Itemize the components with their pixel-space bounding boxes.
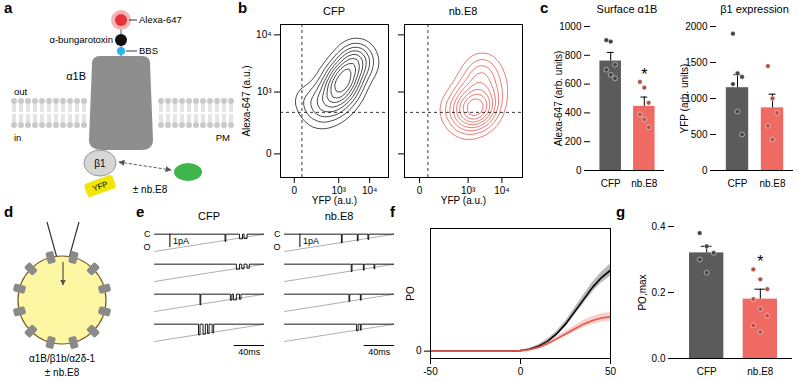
svg-text:Alexa-647 (arb. units): Alexa-647 (arb. units) [553,51,564,147]
svg-text:Alexa-647: Alexa-647 [139,14,182,25]
svg-text:CFP: CFP [728,178,748,189]
svg-text:10⁴: 10⁴ [362,185,377,196]
svg-text:200: 200 [565,136,582,147]
svg-text:0: 0 [702,165,708,176]
svg-text:*: * [757,253,763,270]
svg-text:500: 500 [691,129,708,140]
svg-text:nb.E8: nb.E8 [759,178,786,189]
svg-text:YFP (a.u.): YFP (a.u.) [312,195,357,206]
svg-text:2000: 2000 [685,21,708,32]
svg-text:e: e [136,203,144,220]
svg-text:0: 0 [417,185,423,196]
svg-text:1000: 1000 [559,21,582,32]
svg-text:PO,max: PO,max [637,274,648,310]
svg-text:β1 expression: β1 expression [720,3,789,15]
svg-text:PO: PO [405,286,416,301]
svg-text:0: 0 [576,165,582,176]
svg-text:α-bungarotoxin: α-bungarotoxin [49,34,113,45]
svg-text:f: f [390,203,396,220]
svg-text:CFP: CFP [601,178,621,189]
svg-text:BBS: BBS [139,45,158,56]
svg-text:CFP: CFP [323,5,345,17]
svg-text:40ms: 40ms [368,347,391,357]
svg-text:400: 400 [565,107,582,118]
svg-text:nb.E8: nb.E8 [631,178,658,189]
svg-text:*: * [641,66,647,83]
svg-text:O: O [273,242,280,252]
svg-text:YFP: YFP [91,180,109,194]
svg-text:0: 0 [518,366,524,377]
svg-text:b: b [238,0,247,16]
svg-text:nb.E8: nb.E8 [325,210,354,222]
svg-text:0.2: 0.2 [652,287,666,298]
svg-text:in: in [14,132,21,143]
svg-text:YFP (arb. units): YFP (arb. units) [679,64,690,134]
svg-text:50: 50 [605,366,617,377]
svg-text:Alexa-647 (a.u.): Alexa-647 (a.u.) [241,65,252,136]
svg-text:0: 0 [292,185,298,196]
svg-text:nb.E8: nb.E8 [747,366,774,377]
svg-text:10³: 10³ [257,86,272,97]
svg-text:0.4: 0.4 [652,221,666,232]
svg-text:nb.E8: nb.E8 [449,5,478,17]
svg-text:d: d [4,203,13,220]
svg-text:Surface α1B: Surface α1B [597,3,658,15]
svg-text:c: c [540,0,548,16]
svg-text:PM: PM [216,132,230,143]
svg-text:10⁴: 10⁴ [256,29,271,40]
svg-text:out: out [14,86,28,97]
svg-text:CFP: CFP [198,210,220,222]
svg-text:C: C [144,229,151,239]
svg-text:O: O [143,242,150,252]
svg-text:a: a [4,0,13,16]
svg-text:10³: 10³ [460,184,476,196]
svg-text:600: 600 [565,78,582,89]
svg-text:1000: 1000 [685,92,708,104]
svg-text:± nb.E8: ± nb.E8 [45,367,80,378]
svg-text:0.0: 0.0 [652,353,666,364]
svg-text:-50: -50 [423,366,438,377]
svg-text:C: C [274,229,281,239]
svg-text:1pA: 1pA [173,236,189,246]
svg-text:α1B/β1b/α2δ-1: α1B/β1b/α2δ-1 [29,353,96,364]
svg-text:1pA: 1pA [303,236,319,246]
svg-text:YFP (a.u.): YFP (a.u.) [441,195,486,206]
svg-text:0: 0 [266,148,272,159]
svg-text:1500: 1500 [685,56,708,68]
svg-text:0: 0 [416,345,422,356]
svg-text:10³: 10³ [331,184,346,196]
svg-text:g: g [616,203,625,220]
svg-text:α1B: α1B [66,70,86,82]
svg-text:± nb.E8: ± nb.E8 [133,184,168,195]
svg-text:40ms: 40ms [238,347,261,357]
svg-text:10⁴: 10⁴ [494,185,509,196]
svg-text:β1: β1 [94,158,106,169]
svg-text:800: 800 [565,50,582,61]
svg-text:CFP: CFP [697,366,717,377]
